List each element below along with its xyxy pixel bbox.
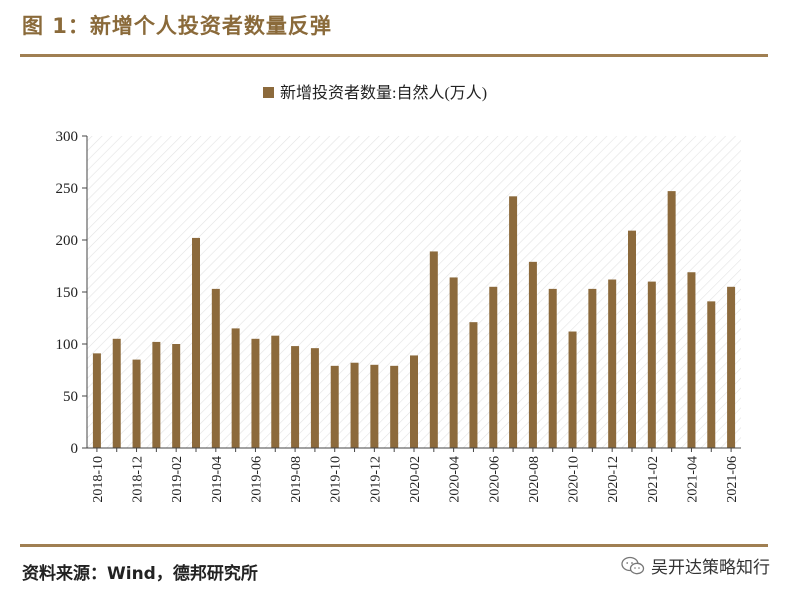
bar [687, 272, 696, 448]
y-tick-label: 150 [56, 285, 79, 301]
x-tick-label: 2021-02 [646, 456, 661, 503]
x-tick-label: 2020-10 [567, 456, 582, 503]
bar [410, 355, 418, 448]
bar [310, 348, 319, 448]
watermark-text: 吴开达策略知行 [651, 558, 770, 578]
y-tick-label: 200 [56, 233, 79, 249]
x-tick-label: 2019-08 [289, 456, 304, 503]
x-tick-label: 2019-04 [210, 456, 225, 503]
x-tick-label: 2020-02 [408, 456, 423, 503]
bar [489, 286, 498, 448]
footer-divider [20, 544, 768, 547]
legend-label: 新增投资者数量:自然人(万人) [280, 84, 487, 102]
bar [707, 301, 716, 448]
bar [390, 365, 399, 448]
bar [509, 196, 518, 448]
x-tick-label: 2020-08 [527, 456, 542, 503]
y-tick-label: 0 [71, 441, 79, 457]
bar [548, 288, 557, 448]
bar [370, 364, 379, 448]
bar [192, 237, 200, 448]
bar [211, 288, 220, 448]
title-divider [20, 54, 768, 57]
bar [469, 322, 478, 448]
y-tick-label: 300 [56, 129, 79, 145]
watermark: 吴开达策略知行 [621, 553, 770, 578]
legend: 新增投资者数量:自然人(万人) [263, 84, 487, 102]
bar [449, 277, 458, 448]
y-tick-label: 100 [56, 337, 79, 353]
x-tick-label: 2019-02 [170, 456, 185, 503]
x-tick-label: 2021-04 [685, 456, 700, 503]
wechat-icon [621, 556, 645, 574]
x-tick-label: 2020-12 [606, 456, 621, 503]
bar [112, 338, 121, 448]
bar [568, 331, 577, 448]
x-tick-label: 2020-06 [487, 456, 502, 503]
x-tick-label: 2021-06 [725, 456, 740, 503]
x-tick-label: 2020-04 [448, 456, 463, 503]
x-tick-label: 2019-06 [249, 456, 264, 503]
bar [271, 335, 280, 448]
bars [92, 191, 736, 448]
y-tick-label: 250 [56, 181, 79, 197]
y-axis: 0 50 100 150 200 250 300 [56, 129, 88, 457]
bar [727, 286, 736, 448]
source-note: 资料来源：Wind，德邦研究所 [22, 564, 258, 584]
x-tick-label: 2018-10 [91, 456, 106, 503]
x-axis: 2018-10 2018-12 2019-02 2019-04 2019-06 2019-… [87, 447, 741, 503]
bar [251, 338, 260, 448]
y-tick-label: 50 [63, 389, 78, 405]
x-tick-label: 2018-12 [131, 456, 146, 503]
bar [350, 362, 359, 448]
bar [667, 191, 676, 448]
bar [628, 230, 636, 448]
bar [152, 341, 161, 448]
bar [132, 359, 141, 448]
bar [588, 288, 597, 448]
bar-chart: 新增投资者数量:自然人(万人) 0 50 100 150 200 250 300 2018-… [56, 84, 741, 503]
bar [172, 344, 181, 448]
x-tick-label: 2019-10 [329, 456, 344, 503]
figure-title: 图 1：新增个人投资者数量反弹 [22, 14, 332, 38]
bar [608, 279, 617, 448]
bar [429, 251, 438, 448]
bar [647, 281, 656, 448]
x-tick-label: 2019-12 [368, 456, 383, 503]
bar [231, 328, 240, 448]
bar [330, 365, 339, 448]
bar [92, 353, 101, 448]
bar [291, 346, 300, 448]
bar [528, 261, 537, 448]
legend-swatch [263, 87, 274, 98]
